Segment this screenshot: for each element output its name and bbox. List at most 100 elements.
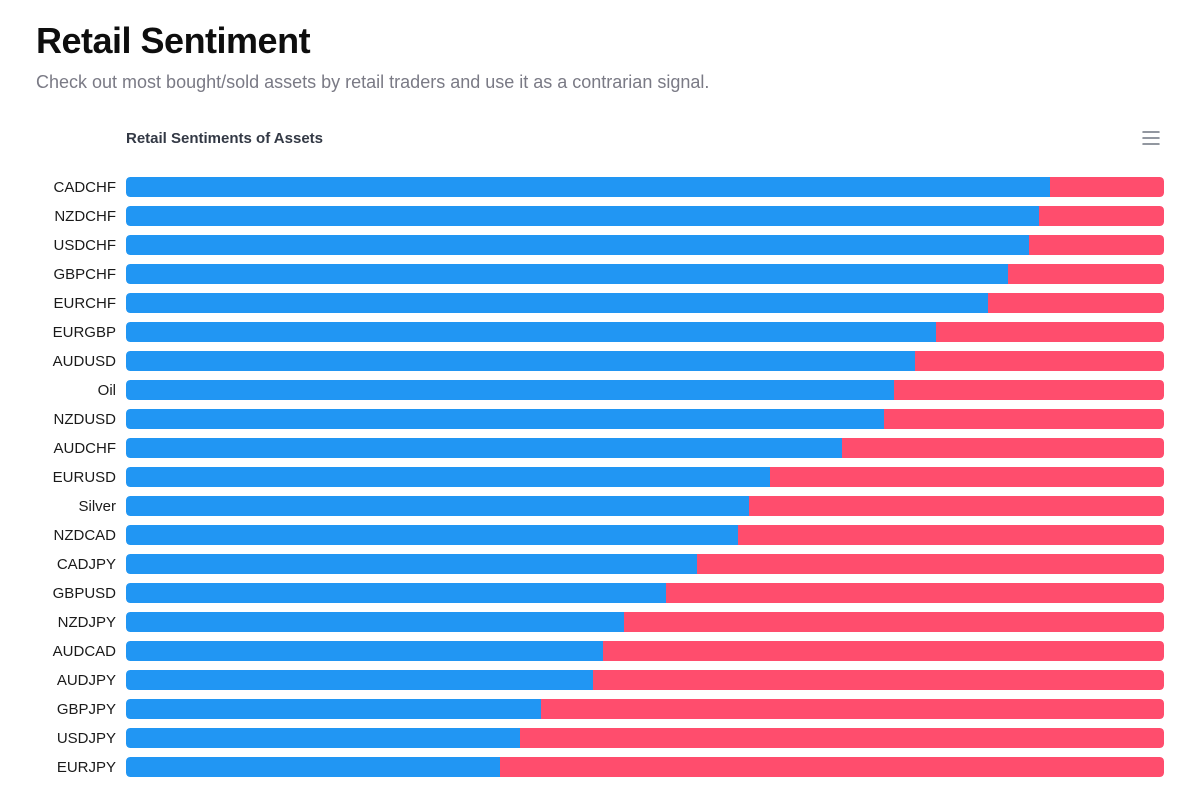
chart-row: AUDJPY [126, 670, 1164, 690]
chart-row: NZDJPY [126, 612, 1164, 632]
sentiment-chart: Retail Sentiments of Assets CADCHFNZDCHF… [36, 127, 1164, 777]
bar-segment-long [126, 293, 988, 313]
bar-segment-short [500, 757, 1164, 777]
row-label: GBPJPY [48, 701, 126, 718]
chart-row: Oil [126, 380, 1164, 400]
chart-row: CADCHF [126, 177, 1164, 197]
bar-segment-long [126, 554, 697, 574]
bar[interactable] [126, 351, 1164, 371]
bar-segment-short [842, 438, 1164, 458]
row-label: NZDCHF [48, 208, 126, 225]
row-label: CADCHF [48, 179, 126, 196]
row-label: CADJPY [48, 556, 126, 573]
bar-segment-short [884, 409, 1164, 429]
bar-segment-short [915, 351, 1164, 371]
chart-menu-icon[interactable] [1138, 127, 1164, 149]
chart-row: NZDCHF [126, 206, 1164, 226]
chart-row: GBPUSD [126, 583, 1164, 603]
row-label: Oil [48, 382, 126, 399]
bar-segment-long [126, 235, 1029, 255]
bar[interactable] [126, 496, 1164, 516]
row-label: AUDJPY [48, 672, 126, 689]
bar-segment-long [126, 583, 666, 603]
bar-segment-long [126, 496, 749, 516]
row-label: AUDCHF [48, 440, 126, 457]
bar-segment-long [126, 351, 915, 371]
bar[interactable] [126, 177, 1164, 197]
row-label: NZDUSD [48, 411, 126, 428]
row-label: GBPCHF [48, 266, 126, 283]
bar-segment-short [697, 554, 1164, 574]
bar[interactable] [126, 583, 1164, 603]
bar[interactable] [126, 612, 1164, 632]
bar[interactable] [126, 757, 1164, 777]
row-label: EURCHF [48, 295, 126, 312]
row-label: AUDCAD [48, 643, 126, 660]
bar-segment-long [126, 177, 1050, 197]
chart-row: AUDCAD [126, 641, 1164, 661]
row-label: GBPUSD [48, 585, 126, 602]
row-label: EURJPY [48, 759, 126, 776]
row-label: NZDCAD [48, 527, 126, 544]
bar-segment-short [988, 293, 1164, 313]
bar-segment-short [1039, 206, 1164, 226]
bar[interactable] [126, 235, 1164, 255]
chart-row: EURUSD [126, 467, 1164, 487]
bar-segment-short [770, 467, 1164, 487]
row-label: AUDUSD [48, 353, 126, 370]
bar-segment-long [126, 322, 936, 342]
bar-segment-long [126, 612, 624, 632]
bar-segment-short [936, 322, 1164, 342]
chart-row: EURCHF [126, 293, 1164, 313]
bar-segment-short [603, 641, 1164, 661]
bar[interactable] [126, 380, 1164, 400]
row-label: EURUSD [48, 469, 126, 486]
bar[interactable] [126, 264, 1164, 284]
bar-segment-long [126, 206, 1039, 226]
bar[interactable] [126, 322, 1164, 342]
bar-segment-short [738, 525, 1164, 545]
bar[interactable] [126, 728, 1164, 748]
bar[interactable] [126, 409, 1164, 429]
bar-segment-long [126, 670, 593, 690]
bar-segment-long [126, 467, 770, 487]
bar-segment-short [541, 699, 1164, 719]
bar-segment-short [666, 583, 1164, 603]
bar[interactable] [126, 525, 1164, 545]
chart-row: GBPCHF [126, 264, 1164, 284]
bar[interactable] [126, 641, 1164, 661]
bar-segment-long [126, 264, 1008, 284]
bar-segment-long [126, 438, 842, 458]
page-title: Retail Sentiment [36, 20, 1164, 62]
chart-row: USDJPY [126, 728, 1164, 748]
bar[interactable] [126, 206, 1164, 226]
bar-segment-long [126, 380, 894, 400]
chart-row: EURGBP [126, 322, 1164, 342]
page-subtitle: Check out most bought/sold assets by ret… [36, 72, 1164, 93]
bar[interactable] [126, 467, 1164, 487]
bar[interactable] [126, 293, 1164, 313]
bar-segment-long [126, 757, 500, 777]
row-label: USDJPY [48, 730, 126, 747]
chart-row: NZDUSD [126, 409, 1164, 429]
row-label: USDCHF [48, 237, 126, 254]
bar-segment-short [894, 380, 1164, 400]
bar[interactable] [126, 670, 1164, 690]
row-label: EURGBP [48, 324, 126, 341]
bar[interactable] [126, 554, 1164, 574]
bar-segment-long [126, 728, 520, 748]
bar[interactable] [126, 699, 1164, 719]
chart-row: NZDCAD [126, 525, 1164, 545]
chart-row: USDCHF [126, 235, 1164, 255]
row-label: NZDJPY [48, 614, 126, 631]
bar-segment-short [749, 496, 1164, 516]
bar-segment-long [126, 525, 738, 545]
bar-segment-long [126, 409, 884, 429]
bar-segment-short [624, 612, 1164, 632]
bar-segment-short [1029, 235, 1164, 255]
bar[interactable] [126, 438, 1164, 458]
row-label: Silver [48, 498, 126, 515]
bar-segment-short [1008, 264, 1164, 284]
chart-row: AUDCHF [126, 438, 1164, 458]
bar-segment-long [126, 641, 603, 661]
